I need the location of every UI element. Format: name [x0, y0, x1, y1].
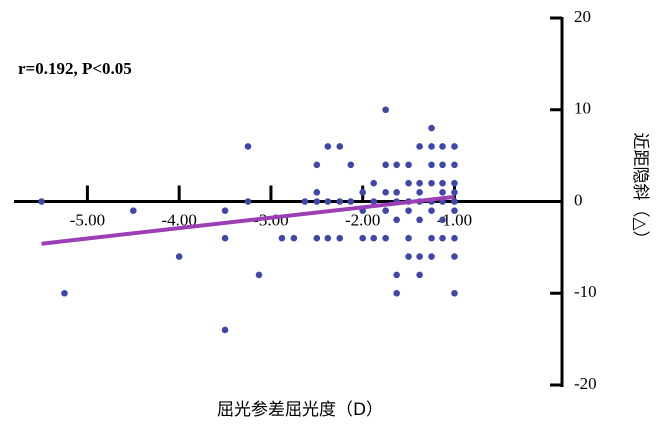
point — [221, 234, 229, 242]
point — [416, 143, 423, 150]
point — [428, 161, 435, 169]
point — [370, 198, 378, 205]
x-tick-label: -2.00 — [345, 210, 380, 229]
point — [324, 234, 332, 242]
point — [175, 253, 183, 260]
x-tick-label: -5.00 — [70, 210, 105, 229]
point — [393, 289, 400, 297]
point — [405, 234, 412, 242]
point — [336, 234, 344, 242]
point — [129, 207, 137, 214]
point — [370, 179, 378, 187]
y-tick-label: -10 — [574, 282, 597, 301]
point — [221, 207, 229, 214]
trend-line — [41, 194, 455, 246]
point — [439, 143, 446, 150]
point — [393, 271, 400, 279]
y-tick-label: 20 — [574, 7, 591, 26]
point — [347, 161, 355, 169]
point — [416, 271, 423, 279]
point — [313, 234, 321, 242]
point — [244, 143, 252, 150]
point — [61, 289, 68, 297]
point — [313, 161, 321, 169]
point — [313, 189, 321, 196]
point — [324, 198, 332, 205]
point — [451, 161, 458, 169]
point — [393, 161, 400, 169]
point — [439, 234, 446, 242]
y-tick-label: -20 — [574, 374, 597, 393]
y-axis-title: 近距隐斜（△） — [630, 132, 650, 247]
point — [382, 106, 389, 114]
x-tick-label: -1.00 — [437, 210, 472, 229]
point — [428, 179, 435, 187]
point — [393, 216, 400, 224]
point — [405, 253, 412, 260]
point — [428, 124, 435, 132]
point — [382, 234, 389, 242]
point — [382, 189, 389, 196]
point — [244, 198, 252, 205]
point — [416, 216, 423, 224]
point — [393, 189, 400, 196]
point — [405, 161, 412, 169]
point — [451, 143, 458, 150]
point — [405, 207, 412, 214]
y-tick-label: 10 — [574, 99, 591, 118]
point — [428, 207, 435, 214]
x-axis-title: 屈光参差屈光度（D） — [217, 400, 383, 420]
point — [278, 234, 286, 242]
point — [439, 161, 446, 169]
point — [439, 189, 446, 196]
point — [255, 271, 263, 279]
point — [405, 179, 412, 187]
y-tick-label: 0 — [574, 190, 583, 209]
point — [451, 207, 458, 214]
point — [451, 179, 458, 187]
point — [382, 207, 389, 214]
point — [359, 234, 367, 242]
annotation: r=0.192, P<0.05 — [18, 59, 132, 78]
x-tick-label: -4.00 — [161, 210, 196, 229]
point — [359, 189, 367, 196]
point — [416, 253, 423, 260]
point — [416, 179, 423, 187]
point — [221, 326, 229, 334]
point — [428, 253, 435, 260]
point — [301, 198, 309, 205]
point — [416, 189, 423, 196]
point — [451, 289, 458, 297]
point — [382, 161, 389, 169]
point — [439, 216, 446, 224]
point — [451, 189, 458, 196]
point — [439, 179, 446, 187]
point — [38, 198, 45, 205]
point — [451, 234, 458, 242]
point — [428, 143, 435, 150]
point — [451, 198, 458, 205]
point — [370, 234, 378, 242]
point — [428, 234, 435, 242]
point — [324, 143, 332, 150]
point — [336, 198, 344, 205]
point — [313, 198, 321, 205]
point — [347, 198, 355, 205]
point — [290, 234, 298, 242]
point — [451, 253, 458, 260]
point — [336, 143, 344, 150]
